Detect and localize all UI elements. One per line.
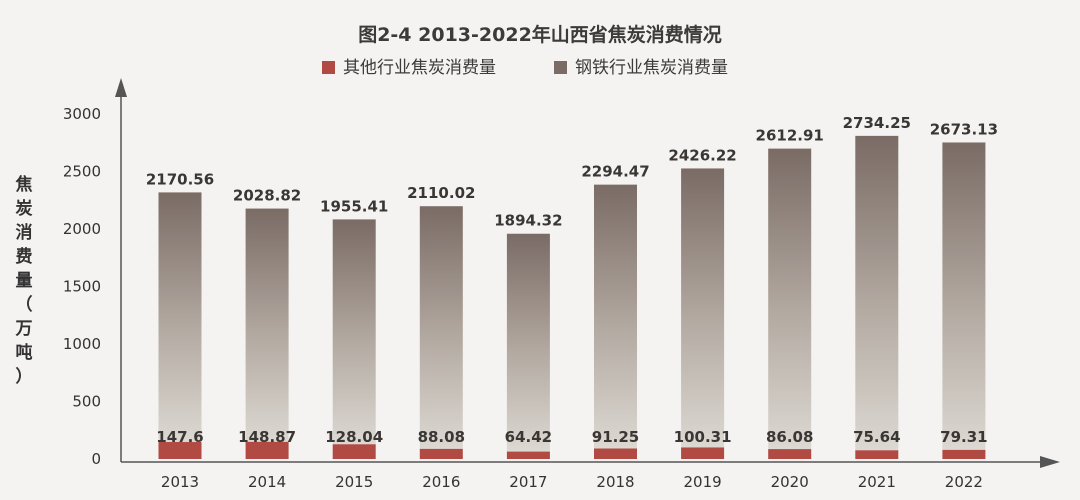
bar-other [594, 448, 637, 459]
bar-steel [681, 168, 725, 448]
data-label-steel: 1894.32 [494, 212, 562, 230]
x-axis-arrow-icon [1040, 456, 1060, 468]
x-tick-label: 2016 [422, 473, 460, 491]
data-label-other: 79.31 [940, 428, 987, 446]
data-label-steel: 2028.82 [233, 187, 301, 205]
bar-other [942, 449, 986, 459]
bar-steel [419, 206, 463, 449]
x-tick-label: 2020 [771, 473, 809, 491]
bar-steel [768, 148, 812, 450]
y-tick-labels: 0 500 1000 1500 2000 2500 3000 [63, 105, 101, 468]
data-label-other: 100.31 [674, 428, 732, 446]
data-label-other: 64.42 [505, 428, 552, 446]
legend-label-steel: 钢铁行业焦炭消费量 [575, 58, 728, 78]
data-label-steel: 2110.02 [407, 184, 475, 202]
data-label-steel: 2170.56 [146, 170, 214, 188]
x-tick-label: 2015 [335, 473, 373, 491]
x-tick-label: 2019 [684, 473, 722, 491]
bar-other [419, 448, 463, 459]
bar-steel [594, 184, 637, 449]
data-label-steel: 2673.13 [930, 120, 998, 138]
x-tick-label: 2021 [858, 473, 896, 491]
bar-other [158, 442, 202, 459]
y-tick-label: 2000 [63, 220, 101, 238]
data-label-steel: 2734.25 [843, 114, 911, 132]
y-axis-label: 焦炭消费量（万吨） [15, 174, 33, 387]
y-tick-label: 1500 [63, 278, 101, 296]
legend-label-other: 其他行业焦炭消费量 [343, 58, 496, 78]
bar-steel [332, 219, 376, 445]
data-label-other: 88.08 [418, 428, 465, 446]
data-label-steel: 1955.41 [320, 197, 388, 215]
bar-other [855, 450, 899, 459]
x-tick-label: 2017 [509, 473, 547, 491]
bar-steel [245, 208, 289, 442]
legend-swatch-steel [554, 61, 567, 74]
bar-steel [855, 135, 899, 451]
data-label-steel: 2294.47 [581, 163, 649, 181]
legend: 其他行业焦炭消费量 钢铁行业焦炭消费量 [322, 58, 728, 78]
x-tick-labels: 2013 2014 2015 2016 2017 2018 2019 2020 2021 2022 [161, 473, 983, 491]
x-tick-label: 2014 [248, 473, 286, 491]
y-axis-title: 焦炭消费量（万吨） [15, 174, 33, 387]
chart-title: 图2-4 2013-2022年山西省焦炭消费情况 [358, 23, 722, 46]
y-tick-label: 3000 [63, 105, 101, 123]
y-tick-label: 2500 [63, 163, 101, 181]
axes [115, 78, 1060, 468]
data-label-other: 128.04 [325, 428, 383, 446]
data-label-other: 91.25 [592, 428, 639, 446]
legend-swatch-other [322, 61, 335, 74]
bar-other [681, 447, 725, 459]
x-tick-label: 2018 [596, 473, 634, 491]
bar-other [245, 441, 289, 459]
bar-steel [506, 233, 550, 452]
y-tick-label: 1000 [63, 335, 101, 353]
bar-other [332, 444, 376, 459]
bar-steel [942, 142, 986, 450]
data-label-other: 75.64 [853, 428, 900, 446]
y-tick-label: 500 [72, 393, 101, 411]
data-label-other: 86.08 [766, 428, 813, 446]
bars: 2170.56 147.6 2028.82 148.87 1955.41 128.04 21… [146, 114, 998, 459]
data-label-steel: 2612.91 [756, 127, 824, 145]
y-axis-arrow-icon [115, 78, 127, 97]
bar-other [768, 449, 812, 459]
x-tick-label: 2013 [161, 473, 199, 491]
y-tick-label: 0 [91, 450, 101, 468]
data-label-other: 147.6 [156, 428, 203, 446]
bar-other [506, 451, 550, 459]
data-label-other: 148.87 [238, 428, 296, 446]
bar-steel [158, 192, 202, 443]
data-label-steel: 2426.22 [668, 146, 736, 164]
x-tick-label: 2022 [945, 473, 983, 491]
